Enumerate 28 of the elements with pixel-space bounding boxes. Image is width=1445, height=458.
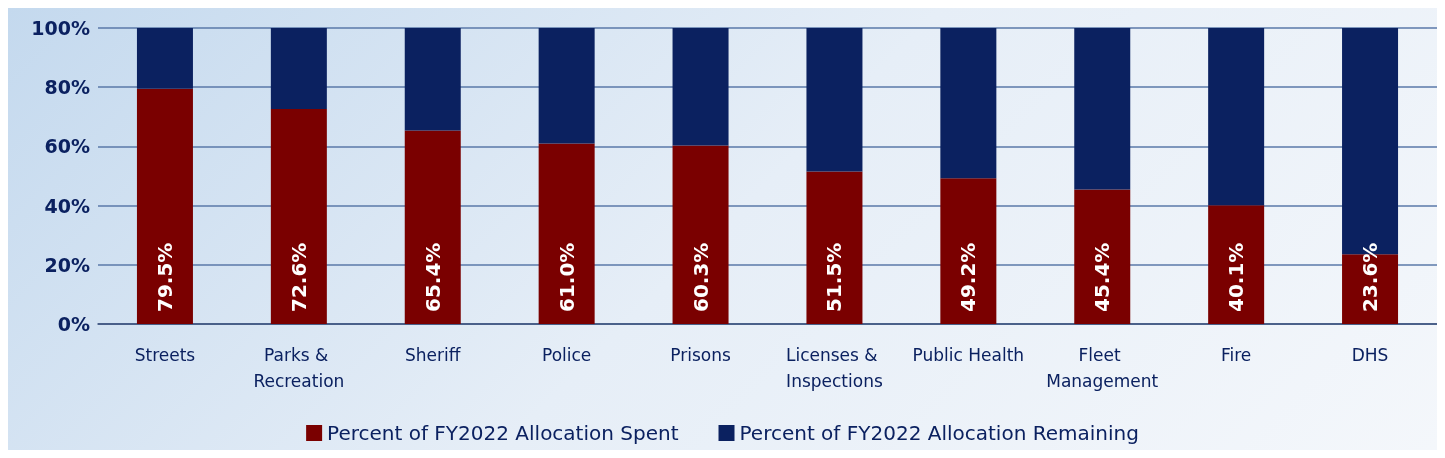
y-tick-label: 0% (57, 313, 90, 335)
legend-label: Percent of FY2022 Allocation Spent (327, 421, 679, 445)
x-tick-label: Fleet Management (1046, 345, 1159, 391)
data-label: 61.0% (554, 242, 579, 312)
data-label: 51.5% (822, 242, 847, 312)
x-tick-label: Fire (1220, 345, 1252, 365)
x-tick-label: DHS (1351, 345, 1389, 365)
x-tick-label: Prisons (670, 345, 731, 365)
data-label: 49.2% (956, 242, 981, 312)
x-tick-label: Sheriff (405, 345, 462, 365)
data-label: 79.5% (152, 242, 177, 312)
data-label: 65.4% (420, 242, 445, 312)
data-label: 23.6% (1358, 242, 1383, 312)
y-tick-label: 20% (44, 253, 90, 276)
y-tick-label: 60% (44, 135, 90, 158)
x-tick-label: Police (541, 345, 592, 365)
legend-label: Percent of FY2022 Allocation Remaining (739, 421, 1139, 445)
y-tick-label: 80% (44, 76, 90, 99)
x-tick-label: Public Health (912, 345, 1025, 365)
x-tick-label: Licenses & Inspections (785, 345, 883, 391)
data-label: 45.4% (1090, 242, 1115, 312)
data-label: 40.1% (1224, 242, 1249, 312)
y-tick-label: 40% (44, 194, 90, 217)
data-label: 72.6% (286, 242, 311, 312)
x-tick-label: Streets (134, 345, 196, 365)
x-tick-label: Parks & Recreation (253, 345, 345, 391)
data-label: 60.3% (688, 242, 713, 312)
y-tick-label: 100% (31, 17, 90, 39)
